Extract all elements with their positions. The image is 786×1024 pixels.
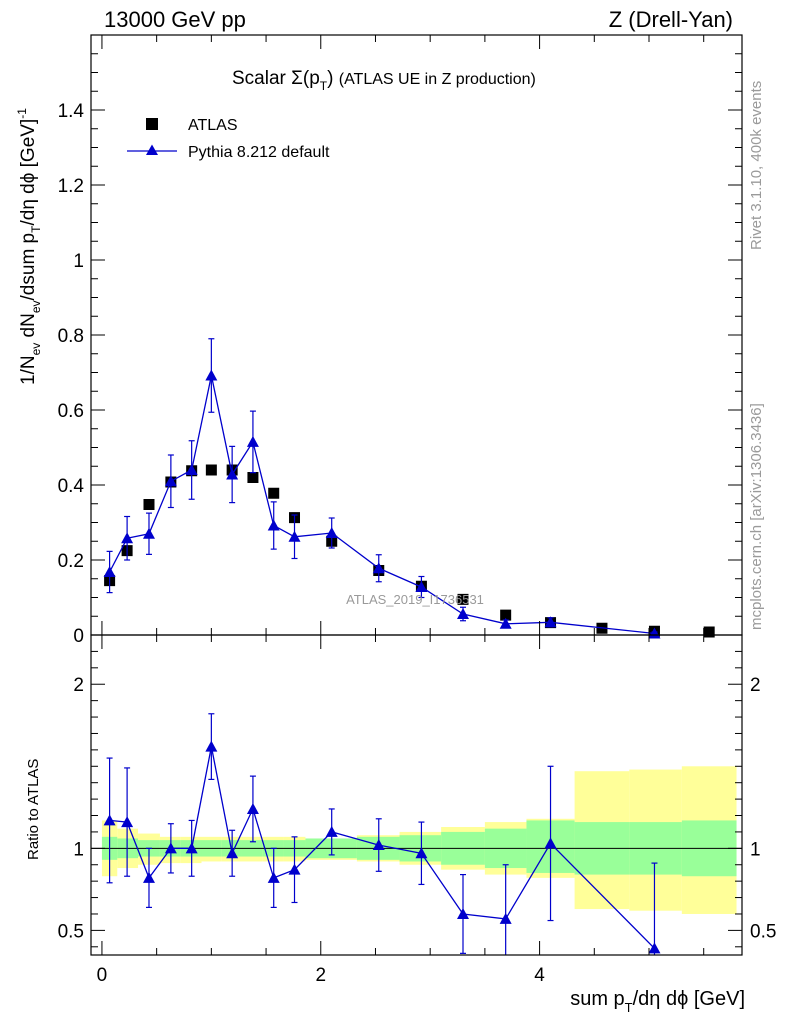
- ylabel-part-c: /dsum p: [18, 233, 39, 301]
- ratio-y-tick-label-left: 2: [73, 675, 84, 696]
- ratio-x-tick-label: 4: [534, 965, 545, 986]
- main-ylabel: 1/Nev dNev/dsum pT/dη dϕ [GeV]-1: [15, 108, 43, 385]
- ratio-plot-area: [91, 713, 742, 955]
- atlas-point: [143, 499, 155, 510]
- main-plot-area: [103, 338, 715, 639]
- ylabel-part-sup: -1: [15, 108, 29, 119]
- ratio-point: [499, 912, 512, 924]
- title-part-close: ): [327, 68, 339, 89]
- pythia-point: [164, 475, 177, 487]
- pythia-point: [103, 566, 116, 577]
- atlas-point: [500, 609, 512, 621]
- ylabel-part-d: /dη dϕ [GeV]: [18, 119, 39, 226]
- rivet-label: Rivet 3.1.10, 400k events: [748, 81, 765, 250]
- atlas-point: [268, 487, 280, 499]
- ratio-point: [205, 740, 218, 752]
- ratio-point: [325, 825, 338, 837]
- pythia-point: [142, 527, 155, 539]
- energy-label: 13000 GeV pp: [104, 7, 246, 32]
- atlas-point: [703, 626, 715, 638]
- title-part-sub: T: [320, 79, 328, 93]
- pythia-point: [457, 608, 469, 619]
- xlabel-part-b: /dη dϕ [GeV]: [633, 988, 745, 1010]
- ylabel-part-sub3: T: [29, 225, 43, 233]
- ratio-point: [164, 842, 177, 854]
- x-axis-label: sum pT/dη dϕ [GeV]: [570, 988, 745, 1015]
- main-y-tick-label: 0.8: [58, 326, 84, 347]
- atlas-point: [247, 472, 259, 483]
- ratio-point: [226, 847, 239, 859]
- ratio-point: [103, 814, 116, 826]
- main-title: Scalar Σ(pT) (ATLAS UE in Z production): [232, 68, 536, 93]
- pythia-point: [648, 627, 661, 639]
- ratio-ylabel: Ratio to ATLAS: [25, 759, 42, 860]
- pythia-point: [499, 617, 512, 629]
- pythia-point: [121, 532, 134, 544]
- main-y-tick-label: 0.4: [58, 476, 85, 497]
- main-axes: 0 0.2 0.4 0.6 0.8 1 1.2 1.4: [58, 34, 742, 647]
- main-y-tick-label: 0.6: [58, 401, 84, 422]
- ratio-point: [544, 837, 557, 849]
- ratio-point: [185, 842, 198, 854]
- ratio-y-tick-label-left: 1: [73, 839, 84, 860]
- ratio-x-tick-label: 0: [97, 965, 108, 986]
- ratio-y-tick-label-right: 0.5: [750, 921, 776, 942]
- ratio-point: [457, 907, 469, 919]
- legend-atlas-label: ATLAS: [188, 117, 238, 134]
- ratio-point: [267, 871, 280, 883]
- main-y-tick-label: 1.4: [58, 101, 85, 122]
- ratio-point: [415, 847, 428, 859]
- pythia-point: [246, 435, 259, 447]
- pythia-point: [415, 581, 428, 592]
- pythia-point: [544, 616, 557, 628]
- atlas-point: [205, 464, 217, 476]
- ratio-point: [246, 802, 259, 814]
- ratio-point: [142, 871, 155, 883]
- legend-pythia-marker: [146, 144, 158, 155]
- ylabel-part-b: dN: [18, 313, 39, 343]
- pythia-point: [226, 468, 239, 480]
- ratio-frame: [90, 634, 743, 956]
- main-y-tick-label: 0: [73, 626, 84, 647]
- legend: ATLAS Pythia 8.212 default: [127, 117, 330, 161]
- main-y-tick-label: 0.2: [58, 551, 84, 572]
- ylabel-part-a: 1/N: [18, 355, 39, 385]
- watermark: ATLAS_2019_I1736531: [346, 592, 484, 607]
- pythia-point: [325, 527, 338, 538]
- ratio-y-tick-label-right: 1: [750, 839, 761, 860]
- ratio-point: [121, 816, 134, 828]
- title-part-scalar: Scalar Σ(p: [232, 68, 320, 89]
- source-label: mcplots.cern.ch [arXiv:1306.3436]: [748, 403, 765, 630]
- title-part-rest: (ATLAS UE in Z production): [339, 71, 536, 88]
- ratio-axes: 0.5 0.5 1 1 2 2 0 2 4: [58, 634, 776, 986]
- process-label: Z (Drell-Yan): [609, 7, 733, 32]
- pythia-point: [372, 562, 385, 574]
- pythia-point: [288, 530, 301, 542]
- main-y-tick-label: 1.2: [58, 176, 84, 197]
- xlabel-part-sub: T: [625, 1000, 633, 1015]
- ratio-point: [288, 863, 301, 875]
- legend-pythia-label: Pythia 8.212 default: [188, 144, 330, 161]
- legend-atlas-marker: [146, 118, 158, 130]
- atlas-point: [457, 593, 469, 605]
- main-panel: 0 0.2 0.4 0.6 0.8 1 1.2 1.4 ATLAS_2019_I1736531…: [15, 34, 743, 647]
- ratio-y-tick-label-left: 0.5: [58, 921, 84, 942]
- pythia-point: [267, 519, 280, 531]
- ylabel-part-sub2: ev: [29, 300, 43, 313]
- ratio-point: [372, 839, 385, 851]
- ratio-x-tick-label: 2: [315, 965, 326, 986]
- main-y-tick-label: 1: [73, 251, 84, 272]
- pythia-point: [185, 464, 198, 475]
- pythia-point: [205, 369, 218, 381]
- ylabel-part-sub1: ev: [29, 343, 43, 356]
- xlabel-part-a: sum p: [570, 988, 624, 1010]
- ratio-y-tick-label-right: 2: [750, 675, 761, 696]
- ratio-panel: 0.5 0.5 1 1 2 2 0 2 4 Ratio to ATLAS: [25, 634, 776, 986]
- ratio-point: [648, 942, 661, 954]
